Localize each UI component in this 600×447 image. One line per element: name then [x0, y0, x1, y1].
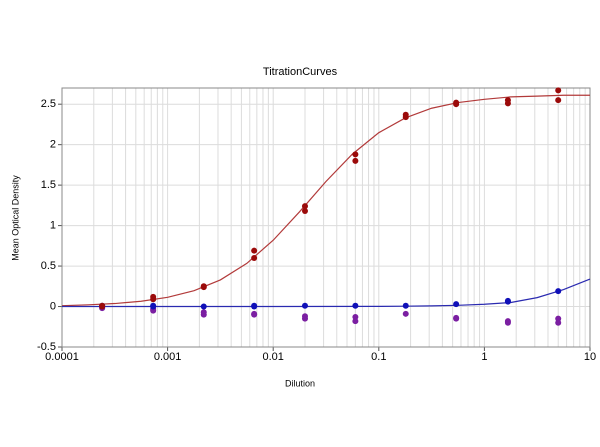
data-point: [301, 302, 308, 309]
data-point: [301, 208, 308, 215]
y-tick-label: 0.5: [41, 260, 56, 272]
data-point: [453, 101, 460, 108]
y-tick-label: 2.5: [41, 98, 56, 110]
data-point: [504, 319, 511, 326]
data-point: [402, 310, 409, 317]
data-point: [352, 318, 359, 325]
data-point: [504, 298, 511, 305]
data-point: [251, 311, 258, 318]
data-point: [402, 302, 409, 309]
data-point: [301, 203, 308, 210]
data-point: [251, 254, 258, 261]
data-point: [200, 311, 207, 318]
x-tick-label: 0.01: [262, 351, 283, 363]
data-point: [453, 301, 460, 308]
data-point: [251, 247, 258, 254]
y-tick-label: -0.5: [37, 341, 56, 353]
x-tick-label: 10: [584, 351, 596, 363]
x-axis-label: Dilution: [285, 378, 315, 388]
data-point: [352, 302, 359, 309]
y-tick-label: 0: [50, 300, 56, 312]
data-point: [200, 303, 207, 310]
y-tick-label: 1: [50, 220, 56, 232]
data-point: [99, 303, 106, 310]
data-point: [402, 114, 409, 121]
data-point: [200, 284, 207, 291]
data-point: [352, 157, 359, 164]
data-point: [251, 303, 258, 310]
data-point: [150, 302, 157, 309]
data-point: [453, 315, 460, 322]
data-point: [555, 288, 562, 295]
chart-title: TitrationCurves: [263, 66, 338, 78]
x-tick-label: 0.001: [154, 351, 182, 363]
y-tick-label: 2: [50, 139, 56, 151]
y-tick-label: 1.5: [41, 179, 56, 191]
data-point: [504, 100, 511, 107]
data-point: [150, 296, 157, 303]
data-point: [555, 97, 562, 104]
data-point: [352, 151, 359, 158]
y-axis-label: Mean Optical Density: [10, 175, 20, 261]
x-tick-label: 0.0001: [45, 351, 79, 363]
data-point: [301, 315, 308, 322]
fit-curve: [61, 94, 590, 307]
data-point: [555, 87, 562, 94]
x-tick-label: 1: [481, 351, 487, 363]
x-tick-label: 0.1: [371, 351, 386, 363]
data-point: [555, 319, 562, 326]
plot-frame: [61, 87, 591, 348]
